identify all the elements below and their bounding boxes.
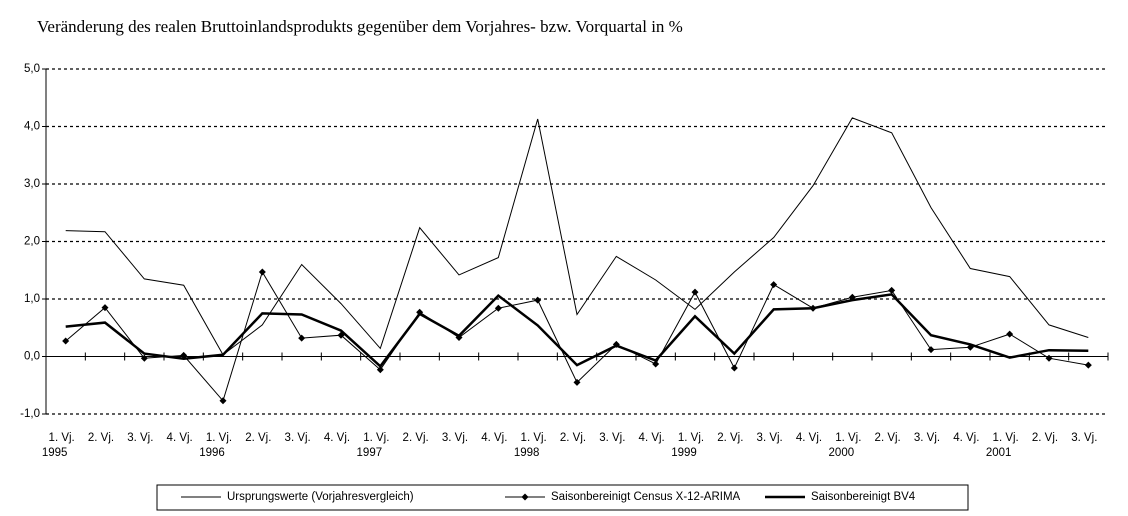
- x-tick-label: 2. Vj.: [875, 432, 901, 444]
- point-marker: [1045, 354, 1053, 362]
- x-tick-label: 1. Vj.: [835, 432, 861, 444]
- y-tick-label: -1,0: [20, 408, 40, 420]
- y-tick-label: 1,0: [24, 293, 40, 305]
- x-tick-label: 3. Vj.: [127, 432, 153, 444]
- x-tick-label: 1. Vj.: [206, 432, 232, 444]
- x-tick-label: 1. Vj.: [521, 432, 547, 444]
- point-marker: [140, 354, 148, 362]
- point-marker: [219, 397, 227, 405]
- year-label: 2000: [829, 447, 855, 459]
- legend-label: Saisonbereinigt BV4: [811, 491, 916, 503]
- x-tick-label: 2. Vj.: [1032, 432, 1058, 444]
- point-marker: [494, 304, 502, 312]
- chart-title: Veränderung des realen Bruttoinlandsprod…: [37, 17, 683, 36]
- y-tick-label: 0,0: [24, 351, 40, 363]
- x-tick-label: 3. Vj.: [599, 432, 625, 444]
- point-marker: [1006, 330, 1014, 338]
- point-marker: [180, 351, 188, 359]
- point-marker: [101, 304, 109, 312]
- point-marker: [652, 360, 660, 368]
- x-tick-label: 2. Vj.: [717, 432, 743, 444]
- year-label: 1998: [514, 447, 540, 459]
- x-tick-label: 4. Vj.: [481, 432, 507, 444]
- y-tick-label: 5,0: [24, 63, 40, 75]
- year-label: 1997: [357, 447, 383, 459]
- legend-box: [156, 484, 969, 511]
- y-tick-label: 3,0: [24, 178, 40, 190]
- point-marker: [691, 288, 699, 296]
- point-marker: [62, 337, 70, 345]
- x-tick-label: 2. Vj.: [88, 432, 114, 444]
- x-tick-label: 2. Vj.: [245, 432, 271, 444]
- x-tick-label: 4. Vj.: [639, 432, 665, 444]
- x-tick-label: 3. Vj.: [1071, 432, 1097, 444]
- x-tick-label: 1. Vj.: [363, 432, 389, 444]
- x-tick-label: 3. Vj.: [442, 432, 468, 444]
- year-label: 1995: [42, 447, 68, 459]
- x-tick-label: 1. Vj.: [678, 432, 704, 444]
- x-tick-label: 1. Vj.: [993, 432, 1019, 444]
- series-line: [65, 293, 1089, 369]
- point-marker: [298, 334, 306, 342]
- x-tick-label: 4. Vj.: [167, 432, 193, 444]
- point-marker: [376, 366, 384, 374]
- year-label: 2001: [986, 447, 1012, 459]
- x-tick-label: 2. Vj.: [403, 432, 429, 444]
- x-tick-label: 4. Vj.: [953, 432, 979, 444]
- point-marker: [534, 296, 542, 304]
- point-marker: [573, 378, 581, 386]
- point-marker: [770, 281, 778, 289]
- x-tick-label: 2. Vj.: [560, 432, 586, 444]
- y-tick-label: 4,0: [24, 121, 40, 133]
- x-tick-label: 3. Vj.: [757, 432, 783, 444]
- legend-label: Ursprungswerte (Vorjahresvergleich): [227, 491, 414, 503]
- point-marker: [730, 364, 738, 372]
- x-tick-label: 3. Vj.: [285, 432, 311, 444]
- point-marker: [927, 346, 935, 354]
- point-marker: [258, 268, 266, 276]
- legend-marker: [521, 493, 529, 501]
- x-tick-label: 4. Vj.: [796, 432, 822, 444]
- point-marker: [888, 286, 896, 294]
- year-label: 1999: [671, 447, 697, 459]
- x-tick-label: 3. Vj.: [914, 432, 940, 444]
- legend-label: Saisonbereinigt Census X-12-ARIMA: [551, 491, 741, 503]
- x-tick-label: 4. Vj.: [324, 432, 350, 444]
- year-label: 1996: [199, 447, 225, 459]
- y-tick-label: 2,0: [24, 236, 40, 248]
- x-tick-label: 1. Vj.: [49, 432, 75, 444]
- point-marker: [1084, 361, 1092, 369]
- series-line: [65, 117, 1089, 356]
